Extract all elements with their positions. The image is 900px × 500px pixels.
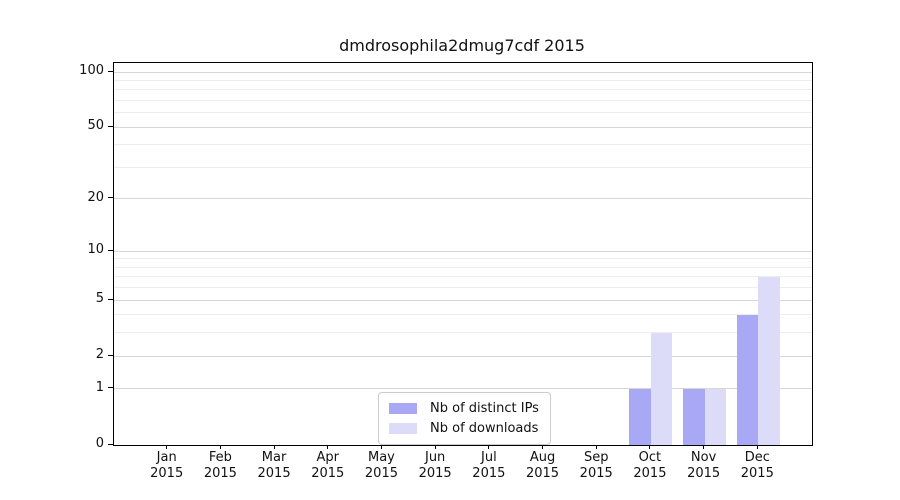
y-tick-mark [108, 387, 113, 389]
x-tick-month: Jun [424, 450, 446, 465]
bar-downloads [704, 388, 727, 445]
x-tick-label: Jun 2015 [400, 450, 470, 482]
gridline-minor [114, 167, 812, 168]
y-tick-label: 10 [87, 242, 104, 258]
y-tick-label: 5 [95, 291, 104, 307]
gridline-minor [114, 80, 812, 81]
x-tick-mark [488, 445, 490, 449]
x-tick-mark [380, 445, 382, 449]
gridline-minor [114, 258, 812, 259]
x-tick-mark [327, 445, 329, 449]
y-tick-label: 0 [95, 436, 104, 451]
x-tick-mark [166, 445, 168, 449]
x-tick-label: Feb 2015 [185, 450, 255, 482]
x-tick-label: Dec 2015 [722, 450, 792, 482]
x-tick-month: Aug [529, 450, 556, 465]
x-tick-year: 2015 [472, 466, 506, 481]
x-tick-year: 2015 [203, 466, 237, 481]
bar-downloads [650, 332, 673, 445]
bar-distinct-ips [683, 388, 705, 445]
y-tick-label: 1 [95, 379, 104, 395]
x-tick-year: 2015 [633, 466, 667, 481]
legend-row-downloads: Nb of downloads [389, 421, 539, 436]
bar-distinct-ips [629, 388, 651, 445]
x-tick-month: Jul [481, 450, 497, 465]
gridline-minor [114, 314, 812, 315]
x-tick-label: Nov 2015 [669, 450, 739, 482]
gridline-major [114, 388, 812, 389]
x-tick-label: Mar 2015 [239, 450, 309, 482]
bar-downloads [758, 276, 780, 445]
y-tick-label: 20 [87, 189, 104, 205]
y-tick-mark [108, 125, 113, 127]
x-tick-year: 2015 [579, 466, 613, 481]
x-tick-month: Jan [156, 450, 177, 465]
x-tick-month: Nov [690, 450, 717, 465]
x-tick-month: Sep [583, 450, 609, 465]
x-tick-month: Mar [261, 450, 287, 465]
x-tick-label: Jan 2015 [132, 450, 202, 482]
x-tick-year: 2015 [687, 466, 721, 481]
x-tick-year: 2015 [418, 466, 452, 481]
gridline-minor [114, 332, 812, 333]
x-tick-month: May [368, 450, 395, 465]
y-tick-mark [108, 298, 113, 300]
y-tick-mark [108, 354, 113, 356]
x-tick-year: 2015 [525, 466, 560, 481]
gridline-major [114, 198, 812, 199]
y-tick-mark [108, 249, 113, 251]
x-tick-label: Aug 2015 [508, 450, 578, 482]
x-tick-month: Dec [744, 450, 770, 465]
legend-label-downloads: Nb of downloads [430, 421, 539, 436]
y-tick-label: 2 [95, 347, 104, 363]
y-tick-mark [108, 197, 113, 199]
x-tick-label: Sep 2015 [561, 450, 631, 482]
x-tick-mark [219, 445, 221, 449]
gridline-major [114, 72, 812, 73]
x-tick-mark [756, 445, 758, 449]
legend: Nb of distinct IPs Nb of downloads [378, 392, 551, 445]
legend-label-distinct-ips: Nb of distinct IPs [430, 401, 539, 416]
gridline-minor [114, 276, 812, 277]
x-tick-label: Oct 2015 [615, 450, 685, 482]
x-tick-month: Feb [208, 450, 232, 465]
gridline-minor [114, 112, 812, 113]
gridline-major [114, 300, 812, 301]
gridline-minor [114, 89, 812, 90]
x-tick-year: 2015 [257, 466, 291, 481]
gridline-minor [114, 287, 812, 288]
y-tick-mark [108, 443, 113, 445]
x-tick-month: Oct [638, 450, 662, 465]
x-tick-mark [649, 445, 651, 449]
gridline-minor [114, 144, 812, 145]
y-tick-mark [108, 70, 113, 72]
x-tick-year: 2015 [150, 466, 184, 481]
chart-title: dmdrosophila2dmug7cdf 2015 [339, 36, 585, 55]
x-tick-mark [542, 445, 544, 449]
gridline-major [114, 251, 812, 252]
y-tick-label: 50 [87, 118, 104, 134]
legend-row-distinct-ips: Nb of distinct IPs [389, 401, 539, 416]
plot-area: Nb of distinct IPs Nb of downloads [113, 62, 813, 446]
x-tick-label: Apr 2015 [293, 450, 363, 482]
legend-swatch-downloads [389, 423, 417, 434]
x-tick-year: 2015 [740, 466, 774, 481]
x-tick-mark [434, 445, 436, 449]
gridline-major [114, 356, 812, 357]
gridline-minor [114, 267, 812, 268]
gridline-minor [114, 100, 812, 101]
legend-swatch-distinct-ips [389, 403, 417, 414]
x-tick-month: Apr [316, 450, 340, 465]
x-tick-label: Jul 2015 [454, 450, 524, 482]
x-tick-year: 2015 [311, 466, 345, 481]
x-tick-mark [595, 445, 597, 449]
x-tick-label: May 2015 [346, 450, 416, 482]
y-tick-label: 100 [79, 63, 104, 79]
x-tick-mark [703, 445, 705, 449]
x-tick-mark [273, 445, 275, 449]
gridline-major [114, 127, 812, 128]
x-tick-year: 2015 [364, 466, 398, 481]
bar-distinct-ips [736, 314, 759, 445]
